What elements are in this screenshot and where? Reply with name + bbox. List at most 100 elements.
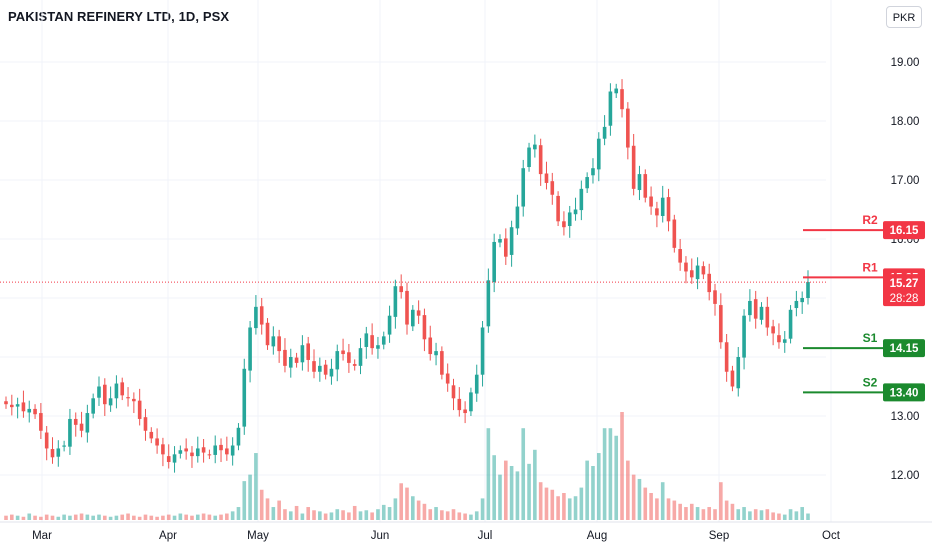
candle-body (143, 417, 148, 431)
volume-bar (736, 509, 741, 520)
candle-body (567, 212, 572, 227)
volume-bar (312, 510, 316, 520)
volume-bar (719, 482, 723, 520)
volume-bar (544, 487, 549, 520)
volume-bar (108, 516, 113, 520)
volume-bar (474, 511, 479, 520)
candle-body (161, 444, 165, 455)
volume-bar (387, 507, 392, 520)
volume-bar (445, 511, 450, 520)
candle-body (765, 306, 770, 328)
volume-bar (329, 512, 334, 520)
candle-body (428, 337, 433, 355)
volume-bar (596, 453, 601, 520)
level-price-tag-text: 16.15 (890, 225, 919, 237)
volume-bar (126, 513, 130, 520)
candle-body (137, 400, 142, 419)
candle-body (544, 173, 549, 183)
volume-bar (254, 453, 258, 520)
time-axis[interactable]: Mar Apr May Jun Jul Aug Sep Oct (0, 521, 932, 542)
volume-bar (265, 498, 270, 520)
candle-body (248, 327, 252, 371)
chart-title: PAKISTAN REFINERY LTD, 1D, PSX (8, 9, 230, 24)
candle-body (753, 299, 758, 319)
volume-bar (695, 507, 700, 520)
volume-bar (515, 471, 520, 520)
candle-body (440, 351, 444, 375)
candle-body (201, 447, 206, 453)
candle-body (358, 348, 363, 366)
volume-bar (689, 503, 694, 520)
candle-body (195, 448, 200, 457)
volume-bar (637, 478, 642, 520)
volume-bar (172, 515, 177, 520)
level-price-tag (883, 339, 925, 358)
volume-bar (469, 514, 473, 520)
volume-bar (411, 496, 415, 520)
candle-body (503, 238, 508, 257)
candle-body (393, 286, 398, 317)
time-tick-label: Sep (709, 530, 729, 542)
candle-body (521, 168, 526, 207)
candle-body (602, 126, 607, 139)
volume-bar (364, 510, 369, 520)
candle-body (352, 364, 357, 366)
volume-bar (579, 487, 584, 520)
candle-body (596, 138, 601, 170)
candle-body (678, 249, 682, 263)
candle-body (695, 265, 700, 280)
volume-bar (259, 489, 264, 520)
currency-button[interactable]: PKR (886, 6, 922, 28)
price-tick-label: 13.00 (891, 411, 920, 423)
candle-body (108, 398, 113, 406)
volume-bar (492, 455, 496, 520)
volume-bar (370, 512, 374, 520)
volume-bar (521, 428, 526, 520)
volume-bar (294, 505, 299, 520)
candle-body (364, 333, 369, 347)
price-tick-label: 17.00 (891, 175, 920, 187)
candle-body (527, 147, 531, 168)
volume-bar (562, 493, 566, 520)
level-label-s2: S2 (863, 375, 878, 389)
candle-body (44, 432, 49, 449)
volume-bar (97, 514, 101, 520)
candle-body (608, 91, 613, 126)
candle-body (451, 385, 456, 399)
level-price-tag-text: 13.40 (890, 387, 919, 399)
price-axis[interactable]: 12.0013.0016.0017.0018.0019.0016.1515.35… (883, 57, 925, 482)
candle-body (207, 454, 212, 456)
candle-body (132, 398, 136, 402)
candle-body (707, 273, 712, 293)
volume-bar (149, 515, 154, 520)
candle-body (748, 300, 752, 316)
volume-bar (27, 513, 32, 520)
candle-body (294, 357, 299, 363)
volume-bar (335, 509, 340, 520)
candle-body (434, 351, 438, 356)
candle-body (4, 401, 8, 405)
candle-body (672, 219, 677, 248)
volume-bar (550, 489, 555, 520)
volume-bar (68, 515, 72, 520)
volume-bar (358, 511, 363, 520)
candle-body (370, 335, 374, 349)
candle-body (62, 445, 66, 447)
candle-body (637, 174, 642, 191)
volume-bar (538, 482, 543, 520)
candle-body (550, 181, 555, 195)
volume-bar (503, 460, 508, 520)
candle-body (777, 335, 781, 343)
volume-bar (178, 513, 183, 520)
candle-body (271, 336, 276, 347)
candle-body (445, 373, 450, 384)
candle-body (242, 368, 247, 427)
candle-body (800, 298, 804, 303)
volume-bar (585, 460, 589, 520)
candle-body (225, 448, 229, 455)
candle-body (329, 368, 334, 377)
price-tick-label: 18.00 (891, 116, 920, 128)
volume-bar (50, 515, 55, 520)
candle-countdown: 28:28 (890, 293, 919, 305)
